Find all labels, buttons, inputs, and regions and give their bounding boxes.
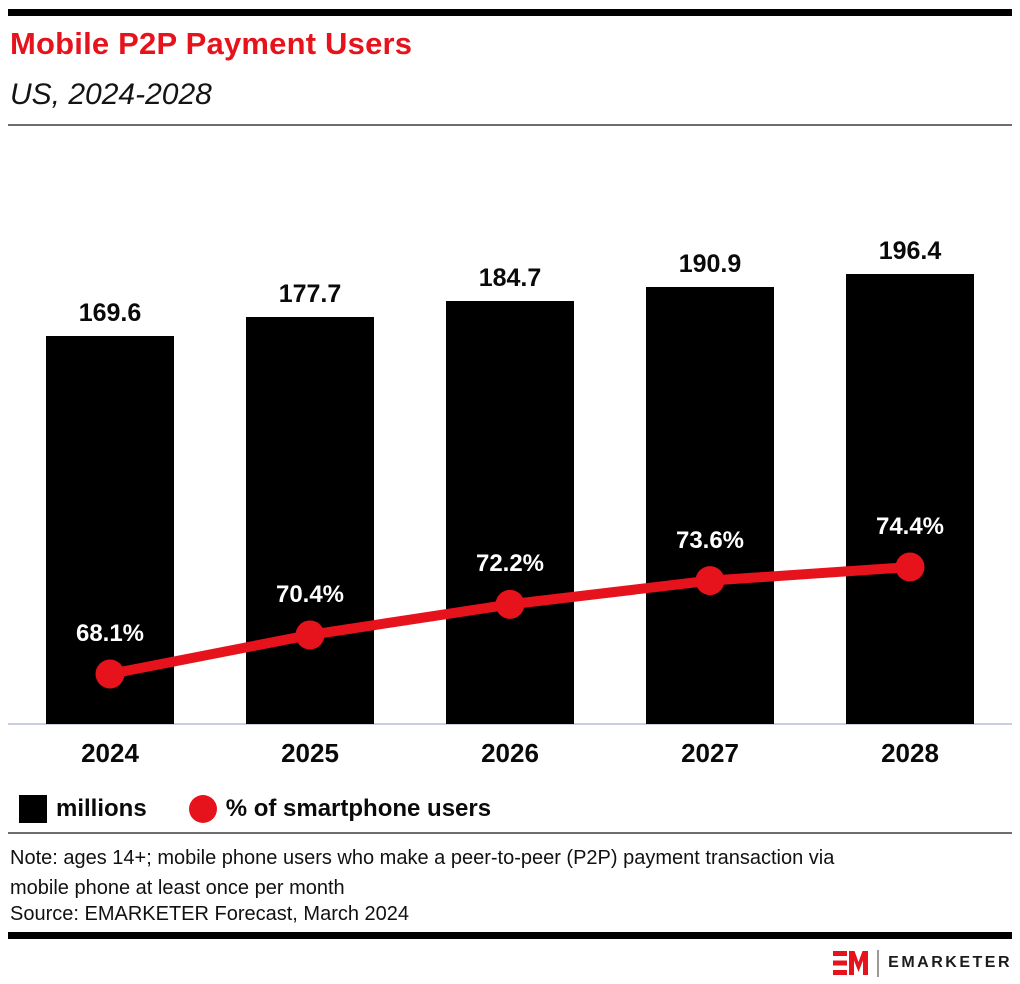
x-axis-label-2027: 2027: [681, 738, 739, 768]
legend-label: millions: [56, 795, 147, 822]
chart-legend: millions % of smartphone users: [19, 795, 491, 823]
line-series-swatch-icon: [188, 795, 217, 823]
bar-value-label: 177.7: [278, 280, 342, 309]
bar-2024: [46, 335, 174, 724]
brand-name: EMARKETER: [888, 954, 1012, 971]
bar-series-swatch-icon: [19, 795, 47, 823]
x-axis-label-2026: 2026: [481, 738, 539, 768]
x-axis-line: [8, 723, 1012, 725]
chart-subtitle: US, 2024-2028: [10, 78, 212, 111]
header-divider: [8, 124, 1012, 126]
legend-item-pct-smartphone-users: % of smartphone users: [188, 795, 492, 823]
chart-area: 169.6 2024 177.7 2025 184.7 2026 190.9 2027 196.…: [8, 237, 1012, 768]
bar-2025: [246, 317, 374, 724]
footnote-note: Note: ages 14+; mobile phone users who m…: [10, 847, 835, 899]
pct-value-label: 72.2%: [475, 550, 545, 578]
legend-item-millions: millions: [19, 795, 147, 823]
pct-value-label: 73.6%: [675, 526, 745, 554]
x-axis-label-2025: 2025: [281, 738, 339, 768]
top-accent-strip: [8, 9, 1012, 16]
bar-2027: [646, 286, 774, 724]
footnote-source: Source: EMARKETER Forecast, March 2024: [10, 903, 410, 925]
bar-2026: [446, 301, 574, 724]
pct-value-label: 68.1%: [75, 620, 145, 647]
legend-divider: [8, 832, 1012, 834]
pct-value-label: 70.4%: [275, 580, 345, 608]
x-axis-label-2028: 2028: [881, 738, 939, 768]
bar-value-label: 184.7: [478, 264, 542, 293]
bar-value-label: 190.9: [678, 249, 742, 278]
x-axis-label-2024: 2024: [81, 738, 139, 768]
pct-value-label: 74.4%: [875, 513, 945, 541]
bottom-accent-strip: [8, 932, 1012, 939]
bar-2028: [846, 274, 974, 724]
bar-value-label: 169.6: [78, 298, 142, 327]
em-monogram-icon: [833, 951, 869, 975]
legend-label: % of smartphone users: [225, 795, 492, 822]
brand-logo: EMARKETER: [832, 949, 1012, 977]
brand-divider: [877, 949, 880, 977]
page-title: Mobile P2P Payment Users: [10, 26, 413, 61]
bar-value-label: 196.4: [878, 237, 942, 266]
